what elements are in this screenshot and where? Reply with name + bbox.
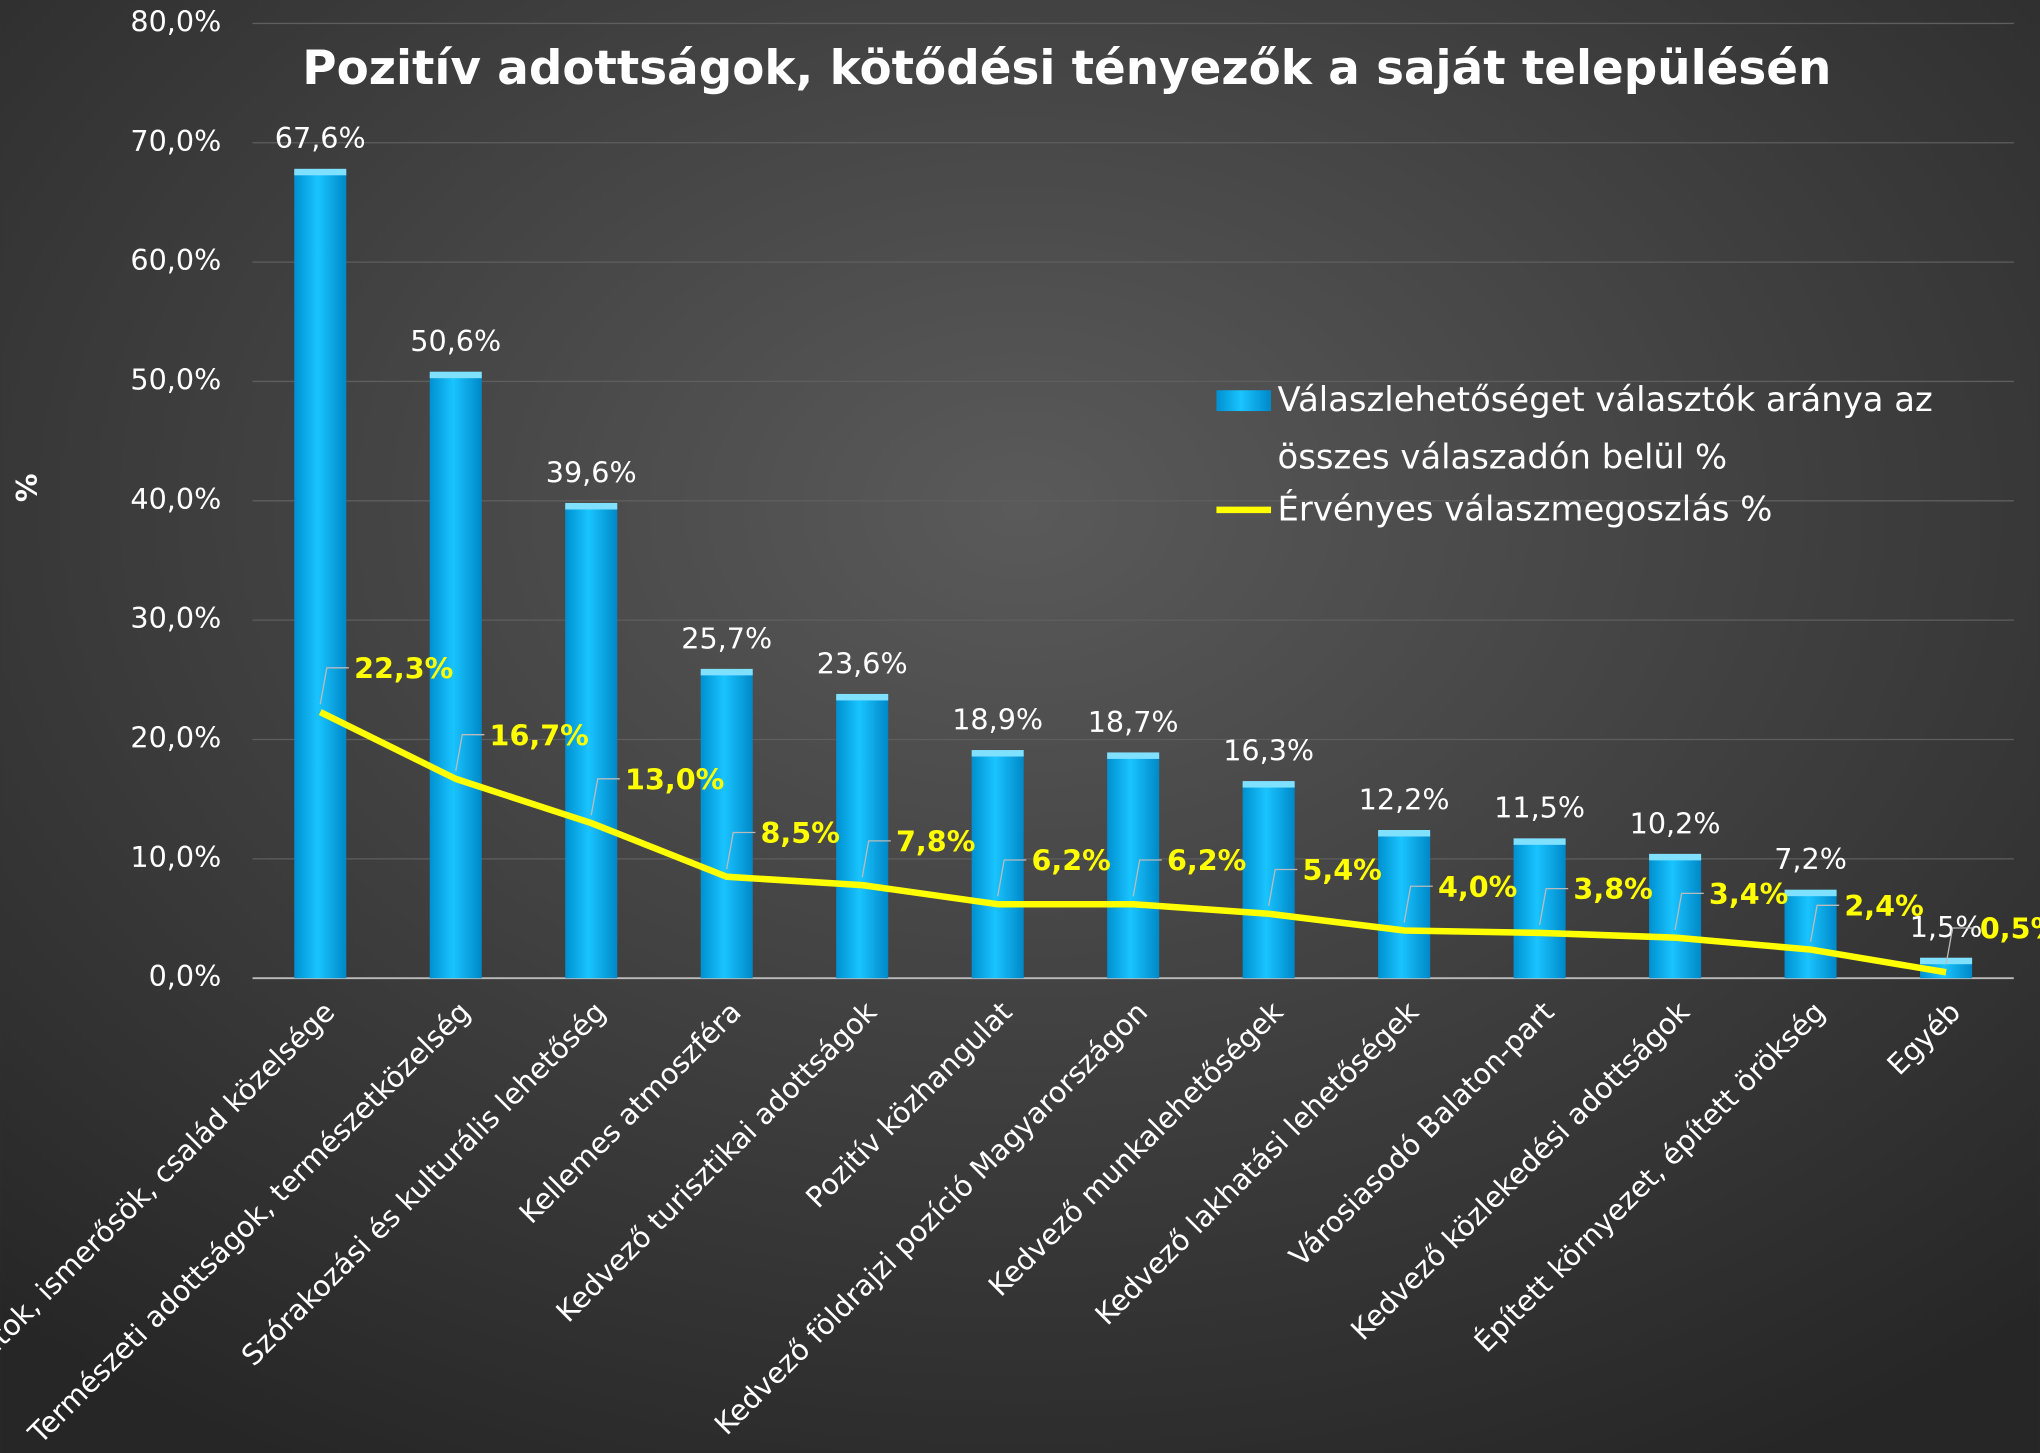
bar-cap xyxy=(1107,752,1160,759)
legend-entry: Érvényes válaszmegoszlás % xyxy=(1277,490,1773,530)
bar xyxy=(1378,832,1431,979)
y-tick-label: 20,0% xyxy=(130,721,221,755)
bar-cap xyxy=(1513,838,1566,845)
bar-cap xyxy=(836,693,889,701)
y-tick-label: 70,0% xyxy=(130,124,221,158)
line-value-label: 4,0% xyxy=(1438,870,1517,904)
line-value-label: 22,3% xyxy=(354,651,453,685)
line-value-label: 8,5% xyxy=(761,816,840,850)
bar-value-label: 10,2% xyxy=(1630,806,1721,840)
bar-cap xyxy=(429,371,482,379)
line-value-label: 7,8% xyxy=(896,824,975,858)
legend-label: Válaszlehetőséget választók aránya az ös… xyxy=(1277,381,1933,478)
bar-value-label: 39,6% xyxy=(546,455,637,489)
bar-value-label: 18,9% xyxy=(952,702,1043,736)
leader-line xyxy=(726,831,756,870)
bar-cap xyxy=(294,168,347,176)
bar-cap xyxy=(971,750,1024,757)
bar-value-label: 16,3% xyxy=(1223,733,1314,767)
leader-line xyxy=(861,840,891,878)
bar-cap xyxy=(700,668,753,676)
line-value-label: 0,5% xyxy=(1980,912,2040,946)
leader-line xyxy=(997,859,1027,897)
bar-cap xyxy=(565,502,618,510)
leader-line xyxy=(590,778,620,816)
line-value-label: 16,7% xyxy=(490,718,589,752)
bar xyxy=(294,171,347,979)
bar-cap xyxy=(1378,829,1431,837)
bar xyxy=(1107,755,1160,979)
y-tick-label: 80,0% xyxy=(130,4,221,38)
leader-line xyxy=(1809,904,1840,942)
line-value-label: 6,2% xyxy=(1167,844,1246,878)
bar xyxy=(1649,856,1702,979)
bar-value-label: 1,5% xyxy=(1910,910,1983,944)
line-value-label: 3,8% xyxy=(1573,872,1652,906)
line-value-label: 2,4% xyxy=(1844,889,1923,923)
leader-line xyxy=(455,734,485,772)
bar-value-label: 7,2% xyxy=(1774,842,1847,876)
bar-value-label: 50,6% xyxy=(410,324,501,358)
bar-value-label: 23,6% xyxy=(817,646,908,680)
legend-entry: Válaszlehetőséget választók aránya az ös… xyxy=(1277,381,1933,478)
bar xyxy=(836,696,889,979)
chart-title: Pozitív adottságok, kötődési tényezők a … xyxy=(302,42,1831,96)
y-tick-label: 10,0% xyxy=(130,840,221,874)
bar-value-label: 25,7% xyxy=(681,621,772,655)
bar xyxy=(1242,783,1295,979)
y-tick-label: 0,0% xyxy=(149,959,222,993)
line xyxy=(318,709,1947,976)
line-value-label: 5,4% xyxy=(1302,853,1381,887)
bar xyxy=(971,752,1024,979)
bar-cap xyxy=(1784,889,1837,897)
y-tick-label: 30,0% xyxy=(130,601,221,635)
leader-line xyxy=(1268,868,1298,907)
line-value-label: 13,0% xyxy=(625,762,724,796)
leader-line xyxy=(1945,927,1975,965)
bar-cap xyxy=(1649,853,1702,861)
bar xyxy=(565,505,618,979)
bar-cap xyxy=(1242,781,1295,788)
bar-value-label: 67,6% xyxy=(275,121,366,155)
bar-value-label: 12,2% xyxy=(1359,782,1450,816)
line-value-label: 6,2% xyxy=(1032,844,1111,878)
leader-line xyxy=(319,667,349,705)
leader-line xyxy=(1403,885,1433,923)
bar xyxy=(429,374,482,979)
y-tick-label: 50,0% xyxy=(130,362,221,396)
bar-value-label: 11,5% xyxy=(1494,791,1585,825)
y-axis-label: % xyxy=(10,473,44,502)
y-tick-label: 60,0% xyxy=(130,243,221,277)
leader-line xyxy=(1132,859,1162,897)
bar xyxy=(700,671,753,979)
legend-swatch xyxy=(1216,390,1272,412)
legend-label: Érvényes válaszmegoszlás % xyxy=(1277,490,1773,530)
leader-line xyxy=(1538,887,1569,926)
line-value-label: 3,4% xyxy=(1709,877,1788,911)
bar-value-label: 18,7% xyxy=(1088,705,1179,739)
bar xyxy=(1784,892,1837,979)
y-tick-label: 40,0% xyxy=(130,482,221,516)
bar xyxy=(1513,840,1566,979)
leader-line xyxy=(1674,892,1704,930)
